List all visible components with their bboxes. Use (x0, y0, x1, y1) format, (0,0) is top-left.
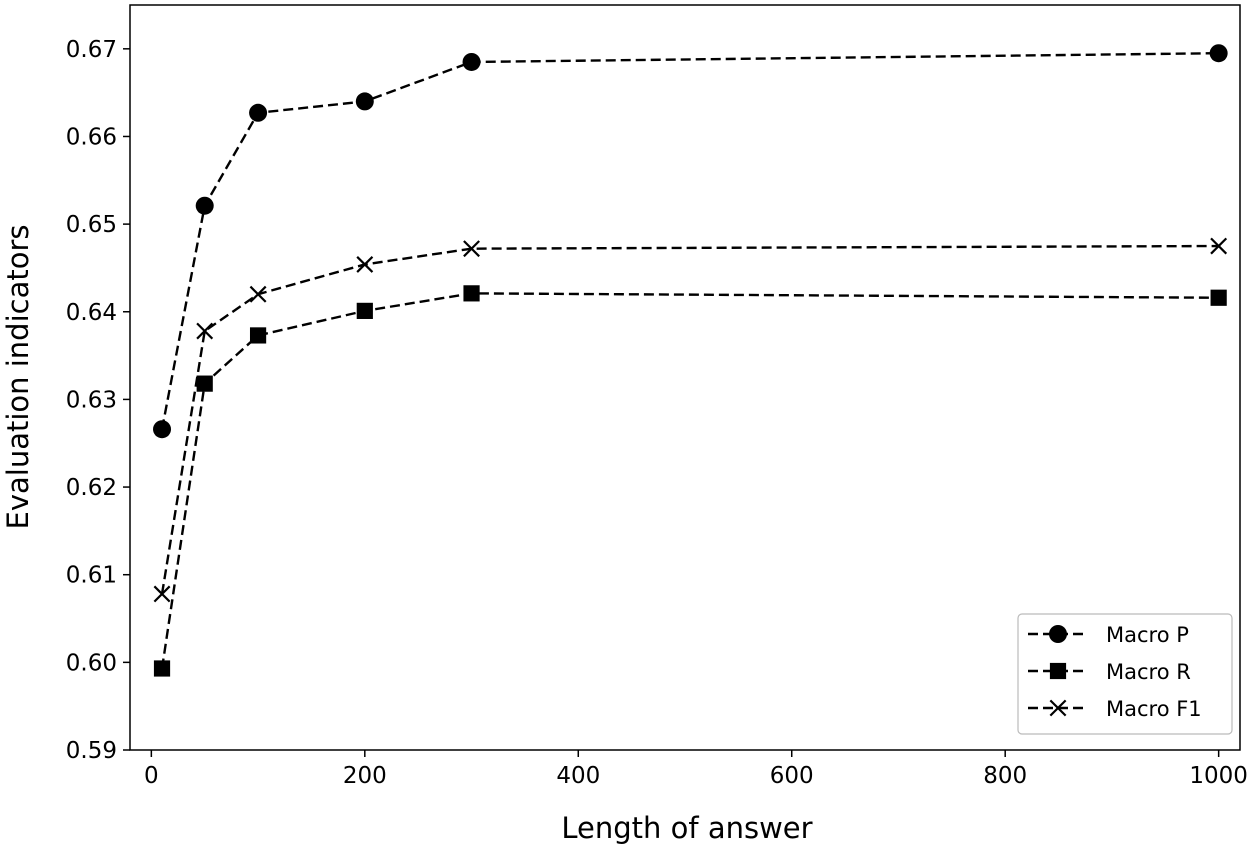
y-axis-title: Evaluation indicators (1, 225, 35, 530)
y-axis: 0.59 0.60 0.61 0.62 0.63 0.64 0.65 0.66 0.67 (66, 37, 130, 764)
plot-area (129, 4, 1241, 751)
legend-marker-macro-p (1049, 625, 1067, 643)
data-point-macro-r (463, 285, 480, 302)
data-point-macro-r (196, 375, 213, 392)
data-point-macro-r (249, 327, 267, 344)
x-tick-label: 800 (983, 763, 1027, 789)
y-tick-label: 0.61 (66, 563, 117, 589)
data-point-macro-p (153, 420, 172, 439)
data-point-macro-f1 (356, 256, 374, 273)
x-tick-label: 600 (770, 763, 814, 789)
legend-box (1017, 613, 1233, 735)
data-point-macro-p (462, 52, 481, 71)
data-point-macro-p (195, 196, 214, 215)
legend-label-macro-p: Macro P (1106, 623, 1189, 647)
data-point-macro-f1 (463, 240, 480, 258)
data-point-macro-r (356, 302, 373, 319)
data-point-macro-f1 (1210, 237, 1228, 255)
y-tick-label: 0.64 (66, 300, 117, 326)
data-point-macro-p (249, 103, 268, 122)
data-point-macro-f1 (249, 285, 267, 303)
series-markers (153, 44, 1228, 677)
data-point-macro-p (355, 92, 374, 111)
x-tick-label: 0 (144, 763, 159, 789)
legend: Macro P Macro R Macro F1 (1017, 613, 1233, 735)
y-tick-label: 0.63 (66, 387, 117, 413)
series-lines (160, 52, 1219, 669)
plot-border (129, 4, 1241, 751)
y-tick-label: 0.67 (66, 37, 117, 63)
x-tick-label: 1000 (1189, 763, 1248, 789)
data-point-macro-r (1210, 289, 1227, 306)
legend-label-macro-f1: Macro F1 (1106, 697, 1202, 721)
x-tick-label: 400 (556, 763, 600, 789)
data-point-macro-f1 (153, 585, 171, 603)
series-line-macro-p (160, 52, 1219, 430)
data-point-macro-r (153, 660, 171, 677)
legend-marker-macro-f1 (1049, 699, 1067, 717)
legend-marker-macro-r (1049, 662, 1067, 680)
series-line-macro-f1 (160, 244, 1219, 595)
y-tick-label: 0.66 (66, 124, 117, 150)
data-point-macro-f1 (196, 322, 214, 340)
data-point-macro-p (1209, 44, 1228, 63)
x-axis-title: Length of answer (561, 811, 812, 845)
series-line-macro-r (160, 292, 1219, 669)
y-tick-label: 0.60 (66, 650, 117, 676)
x-tick-label: 200 (343, 763, 387, 789)
y-tick-label: 0.65 (66, 212, 117, 238)
x-axis: 0 200 400 600 800 1000 (144, 750, 1248, 789)
y-tick-label: 0.59 (66, 738, 117, 764)
y-tick-label: 0.62 (66, 475, 117, 501)
legend-label-macro-r: Macro R (1106, 660, 1191, 684)
